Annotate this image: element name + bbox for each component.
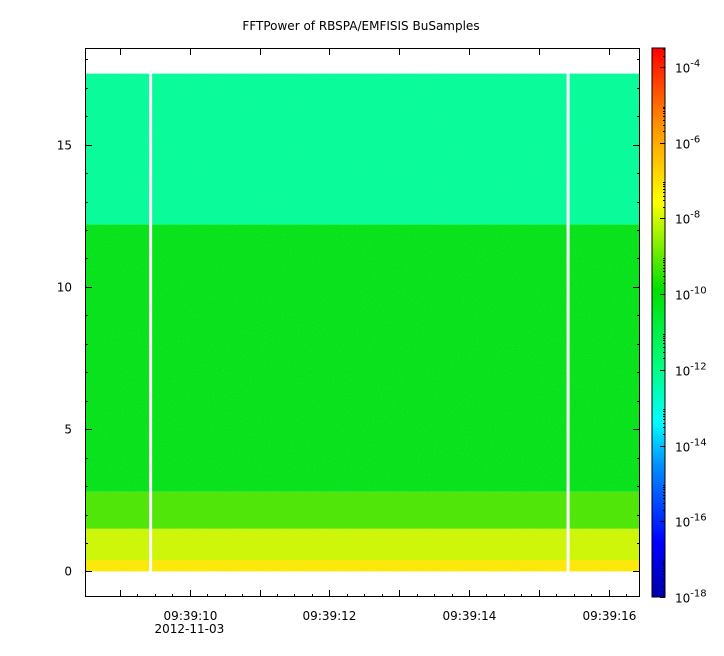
plot-area — [85, 48, 640, 597]
colorbar-tick-label: 10-18 — [675, 589, 707, 606]
colorbar-tick-label: 10-16 — [675, 513, 707, 530]
colorbar-tick-label: 10-8 — [675, 210, 700, 227]
colorbar-tick-label: 10-4 — [675, 59, 700, 76]
chart-title: FFTPower of RBSPA/EMFISIS BuSamples — [242, 19, 479, 33]
data-gap-0 — [149, 73, 153, 572]
y-axis: 0 5 10 15 — [57, 59, 640, 579]
data-gap-1 — [566, 73, 570, 572]
colorbar-tick-label: 10-14 — [675, 438, 707, 455]
colorbar-gradient — [651, 47, 666, 598]
colorbar-tick-label: 10-12 — [675, 362, 707, 379]
y-tick-label: 15 — [57, 139, 72, 153]
x-tick-label: 09:39:12 — [303, 609, 357, 623]
x-tick-label: 09:39:10 — [164, 609, 218, 623]
x-tick-label: 09:39:14 — [443, 609, 497, 623]
colorbar: 10-4 10-6 10-8 10-10 10-12 10-14 10-16 10-18 — [651, 47, 707, 606]
x-tick-label: 09:39:16 — [583, 609, 637, 623]
y-tick-label: 10 — [57, 281, 72, 295]
y-tick-label: 5 — [64, 423, 72, 437]
x-tick-date-label: 2012-11-03 — [155, 622, 225, 636]
colorbar-tick-label: 10-6 — [675, 135, 700, 152]
spectrogram-noise — [85, 73, 640, 572]
colorbar-tick-label: 10-10 — [675, 286, 707, 303]
y-tick-label: 0 — [64, 565, 72, 579]
plot-frame — [85, 48, 640, 597]
